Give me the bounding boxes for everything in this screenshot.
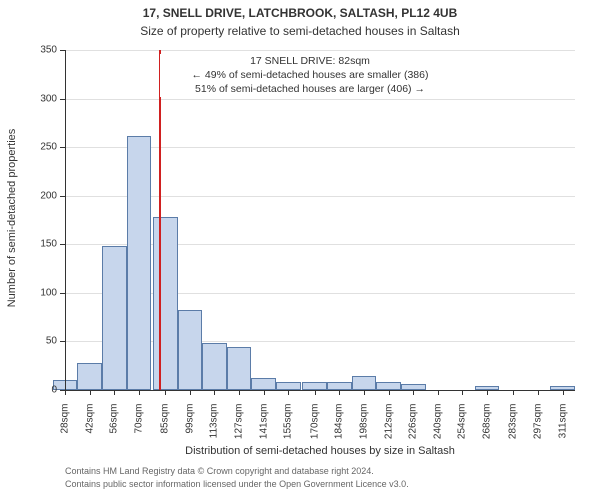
histogram-bar [127, 136, 152, 391]
x-tick-label: 184sqm [334, 404, 345, 454]
footer-line-1: Contains HM Land Registry data © Crown c… [65, 466, 374, 476]
gridline [65, 50, 575, 51]
x-tick-label: 42sqm [84, 404, 95, 454]
histogram-bar [276, 382, 301, 390]
histogram-bar [376, 382, 401, 390]
annotation-line-1: 17 SNELL DRIVE: 82sqm [160, 54, 460, 68]
y-tick-label: 0 [27, 385, 57, 396]
gridline [65, 99, 575, 100]
x-tick-label: 254sqm [457, 404, 468, 454]
x-tick-label: 141sqm [258, 404, 269, 454]
annotation-line-2: ← 49% of semi-detached houses are smalle… [160, 68, 460, 82]
histogram-bar [77, 363, 102, 390]
y-tick-label: 150 [27, 239, 57, 250]
x-tick-label: 28sqm [60, 404, 71, 454]
histogram-bar [202, 343, 227, 390]
x-tick-label: 70sqm [133, 404, 144, 454]
x-tick-label: 268sqm [482, 404, 493, 454]
y-tick-label: 350 [27, 45, 57, 56]
histogram-bar [102, 246, 127, 390]
x-tick-label: 99sqm [184, 404, 195, 454]
x-tick-label: 113sqm [209, 404, 220, 454]
histogram-bar [327, 382, 352, 390]
histogram-bar [153, 217, 178, 390]
x-tick-label: 240sqm [432, 404, 443, 454]
x-tick-label: 311sqm [557, 404, 568, 454]
x-tick-label: 283sqm [508, 404, 519, 454]
chart-title-sub: Size of property relative to semi-detach… [0, 24, 600, 38]
footer-line-2: Contains public sector information licen… [65, 479, 409, 489]
x-tick-label: 297sqm [533, 404, 544, 454]
y-tick-label: 250 [27, 142, 57, 153]
x-tick-label: 127sqm [234, 404, 245, 454]
y-tick-label: 200 [27, 190, 57, 201]
histogram-bar [227, 347, 252, 390]
histogram-bar [302, 382, 327, 390]
histogram-bar [178, 310, 203, 390]
x-tick-label: 212sqm [383, 404, 394, 454]
annotation-box: 17 SNELL DRIVE: 82sqm ← 49% of semi-deta… [160, 54, 460, 97]
chart-title-main: 17, SNELL DRIVE, LATCHBROOK, SALTASH, PL… [0, 6, 600, 20]
chart-container: 17, SNELL DRIVE, LATCHBROOK, SALTASH, PL… [0, 0, 600, 500]
histogram-bar [251, 378, 276, 390]
y-axis-title: Number of semi-detached properties [6, 48, 18, 388]
y-tick-label: 100 [27, 287, 57, 298]
x-tick-label: 226sqm [408, 404, 419, 454]
marker-line [159, 50, 161, 390]
y-tick-label: 50 [27, 336, 57, 347]
x-tick-label: 170sqm [309, 404, 320, 454]
histogram-bar [352, 376, 377, 390]
plot-area: 17 SNELL DRIVE: 82sqm ← 49% of semi-deta… [65, 50, 575, 390]
x-tick-label: 155sqm [283, 404, 294, 454]
x-tick-label: 198sqm [358, 404, 369, 454]
x-tick-label: 85sqm [160, 404, 171, 454]
y-tick-label: 300 [27, 93, 57, 104]
x-tick-label: 56sqm [109, 404, 120, 454]
annotation-line-3: 51% of semi-detached houses are larger (… [160, 82, 460, 96]
